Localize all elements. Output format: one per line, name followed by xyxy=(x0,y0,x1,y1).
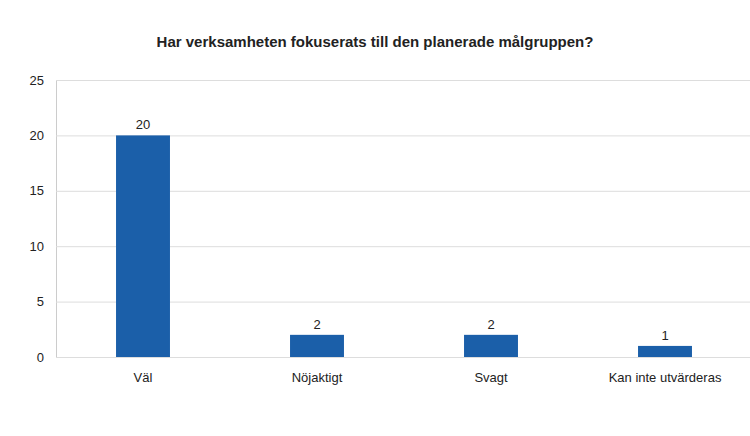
bars xyxy=(116,135,692,357)
chart-svg: Har verksamheten fokuserats till den pla… xyxy=(0,0,750,436)
grid-line xyxy=(56,357,750,358)
bar xyxy=(638,346,692,357)
data-labels: 20 2 2 1 xyxy=(136,117,669,343)
y-axis: 0 5 10 15 20 25 xyxy=(30,73,750,365)
data-label: 20 xyxy=(136,117,150,132)
y-tick-label: 0 xyxy=(37,350,44,365)
y-tick-label: 15 xyxy=(30,183,44,198)
y-axis-line xyxy=(57,81,750,358)
y-tick-label: 25 xyxy=(30,73,44,88)
x-axis: Väl Nöjaktigt Svagt Kan inte utvärderas xyxy=(134,357,722,385)
y-tick-label: 20 xyxy=(30,128,44,143)
y-tick-label: 5 xyxy=(37,294,44,309)
data-label: 2 xyxy=(313,317,320,332)
y-tick-label: 10 xyxy=(30,239,44,254)
x-tick: Kan inte utvärderas xyxy=(609,357,722,385)
data-label: 2 xyxy=(487,317,494,332)
bar xyxy=(464,335,518,357)
x-tick: Nöjaktigt xyxy=(292,357,343,385)
bar xyxy=(116,135,170,357)
data-label: 1 xyxy=(661,328,668,343)
x-tick: Svagt xyxy=(474,357,508,385)
x-tick: Väl xyxy=(134,357,153,385)
y-tick: 25 xyxy=(30,73,750,88)
x-tick-label: Kan inte utvärderas xyxy=(609,370,722,385)
bar xyxy=(290,335,344,357)
chart-container: Har verksamheten fokuserats till den pla… xyxy=(0,0,750,436)
x-tick-label: Nöjaktigt xyxy=(292,370,343,385)
x-tick-label: Svagt xyxy=(474,370,508,385)
grid-line xyxy=(56,80,750,81)
x-tick-label: Väl xyxy=(134,370,153,385)
chart-title: Har verksamheten fokuserats till den pla… xyxy=(157,33,594,50)
